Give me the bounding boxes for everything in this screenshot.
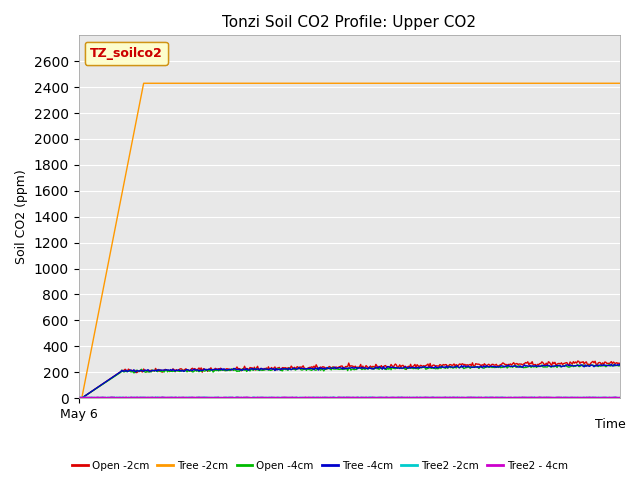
Tree -4cm [332,365,340,371]
Open -2cm [75,395,83,401]
Open -2cm [397,364,404,370]
Tree2 -2cm [334,395,342,400]
Open -2cm [335,364,343,370]
Line: Open -4cm: Open -4cm [79,364,620,398]
Open -2cm [604,360,612,366]
Open -4cm [605,361,613,367]
Open -2cm [616,361,624,367]
Legend: TZ_soilco2: TZ_soilco2 [84,42,168,65]
Tree -4cm [518,364,526,370]
Line: Tree -2cm: Tree -2cm [79,83,620,398]
Line: Tree2 -2cm: Tree2 -2cm [79,397,620,398]
Tree2 - 4cm [158,394,166,400]
Tree -2cm [140,80,147,86]
Tree -4cm [368,366,376,372]
Tree2 - 4cm [605,395,613,400]
Open -4cm [518,364,526,370]
Legend: Open -2cm, Tree -2cm, Open -4cm, Tree -4cm, Tree2 -2cm, Tree2 - 4cm: Open -2cm, Tree -2cm, Open -4cm, Tree -4… [68,456,572,475]
Tree -2cm [520,80,527,86]
Open -4cm [75,395,83,401]
Tree -4cm [603,363,611,369]
Open -2cm [332,364,340,370]
Tree2 - 4cm [75,395,83,400]
Tree2 - 4cm [616,395,624,400]
Open -2cm [574,358,582,364]
Open -4cm [603,362,611,368]
Tree2 -2cm [337,395,345,400]
Tree2 -2cm [616,395,624,400]
Tree -2cm [75,395,83,401]
Tree2 - 4cm [370,395,378,400]
Tree -4cm [616,361,624,367]
Open -4cm [368,366,376,372]
Open -4cm [332,366,340,372]
Tree2 - 4cm [334,395,342,400]
Tree2 -2cm [399,395,407,400]
Tree2 - 4cm [521,395,529,400]
Tree2 -2cm [521,395,529,400]
Line: Tree2 - 4cm: Tree2 - 4cm [79,397,620,398]
Tree2 - 4cm [231,395,239,401]
Line: Tree -4cm: Tree -4cm [79,364,620,398]
Tree2 - 4cm [399,395,407,400]
Tree -4cm [397,365,404,371]
Tree2 -2cm [605,395,613,400]
Tree -2cm [604,80,612,86]
Open -2cm [518,362,526,368]
Tree -2cm [369,80,376,86]
Open -4cm [335,366,343,372]
Tree2 -2cm [370,395,378,400]
Open -2cm [368,364,376,370]
Line: Open -2cm: Open -2cm [79,361,620,398]
Tree -2cm [398,80,406,86]
Tree -2cm [616,80,624,86]
Title: Tonzi Soil CO2 Profile: Upper CO2: Tonzi Soil CO2 Profile: Upper CO2 [222,15,476,30]
Y-axis label: Soil CO2 (ppm): Soil CO2 (ppm) [15,169,28,264]
Tree2 -2cm [75,395,83,400]
Open -4cm [616,363,624,369]
Tree2 - 4cm [337,395,345,400]
Tree2 -2cm [303,395,311,401]
Tree -4cm [75,395,83,401]
Tree -2cm [336,80,344,86]
Tree -2cm [333,80,340,86]
Open -4cm [397,365,404,371]
Text: Time: Time [595,418,625,431]
Tree -4cm [335,365,343,371]
Tree2 -2cm [330,394,337,400]
